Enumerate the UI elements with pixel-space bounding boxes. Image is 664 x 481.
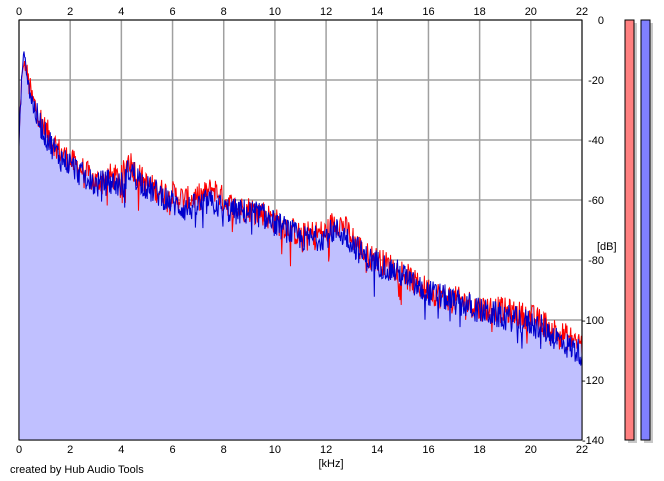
y-axis-label: [dB] [597, 241, 617, 253]
x-tick-label-top: 2 [67, 6, 73, 18]
y-tick-label: -60 [588, 195, 604, 207]
x-tick-label-top: 4 [118, 6, 124, 18]
x-tick-label-bottom: 0 [16, 444, 22, 456]
spectrum-fill [19, 51, 582, 441]
x-tick-label-bottom: 4 [118, 444, 124, 456]
x-tick-label-top: 10 [269, 6, 281, 18]
x-tick-label-bottom: 18 [474, 444, 486, 456]
x-axis-label: [kHz] [318, 458, 343, 470]
x-tick-label-top: 6 [169, 6, 175, 18]
level-meter-right [640, 19, 651, 441]
x-tick-label-top: 8 [221, 6, 227, 18]
credit-text: created by Hub Audio Tools [10, 464, 144, 476]
level-meter-left [624, 19, 635, 441]
spectrum-area [19, 51, 582, 441]
x-tick-label-bottom: 10 [269, 444, 281, 456]
series-lines [18, 51, 583, 366]
x-tick-label-bottom: 6 [169, 444, 175, 456]
y-tick-label: -100 [582, 315, 604, 327]
x-tick-label-bottom: 14 [371, 444, 383, 456]
plot-frame [18, 19, 583, 441]
x-tick-label-top: 16 [422, 6, 434, 18]
x-tick-label-top: 12 [320, 6, 332, 18]
x-tick-label-bottom: 8 [221, 444, 227, 456]
x-tick-label-bottom: 22 [576, 444, 588, 456]
y-tick-label: -40 [588, 135, 604, 147]
y-tick-labels: 0 -20 -40 -60 -80 -100 -120 -140 [582, 15, 604, 447]
x-tick-label-top: 0 [16, 6, 22, 18]
y-tick-label: 0 [598, 15, 604, 27]
series-line-blue [18, 51, 583, 366]
y-tick-label: -120 [582, 375, 604, 387]
x-tick-label-top: 18 [474, 6, 486, 18]
y-tick-label: -20 [588, 75, 604, 87]
x-tick-label-top: 20 [525, 6, 537, 18]
x-tick-label-bottom: 12 [320, 444, 332, 456]
x-tick-label-bottom: 16 [422, 444, 434, 456]
x-tick-label-bottom: 2 [67, 444, 73, 456]
x-tick-label-top: 14 [371, 6, 383, 18]
x-tick-label-top: 22 [576, 6, 588, 18]
level-meters [624, 19, 653, 443]
y-tick-label: -140 [582, 435, 604, 447]
y-tick-label: -80 [588, 255, 604, 267]
x-tick-label-bottom: 20 [525, 444, 537, 456]
